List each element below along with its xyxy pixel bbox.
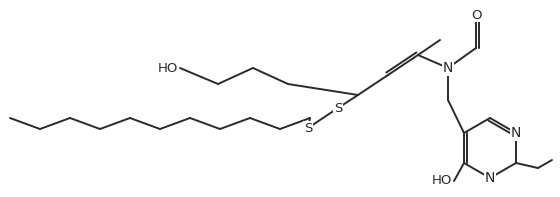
Text: HO: HO [432, 175, 452, 188]
Text: N: N [511, 126, 521, 140]
Text: S: S [304, 122, 312, 135]
Text: N: N [485, 171, 495, 185]
Text: N: N [443, 61, 453, 75]
Text: O: O [471, 8, 481, 21]
Text: HO: HO [157, 61, 178, 74]
Text: S: S [334, 101, 342, 114]
